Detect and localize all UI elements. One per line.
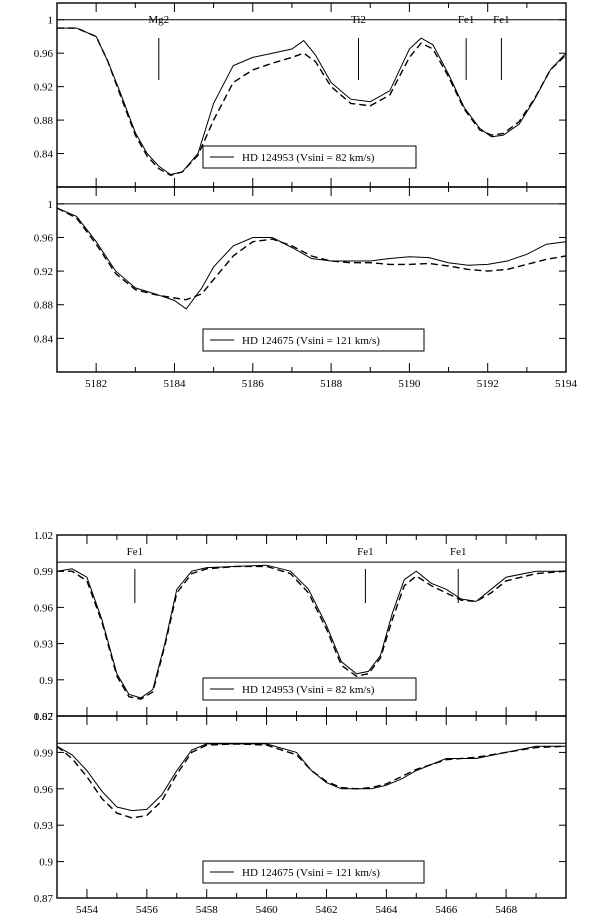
x-tick-label: 5454 — [76, 904, 99, 916]
y-tick-label: 0.87 — [34, 893, 54, 905]
line-id-label: Fe1 — [357, 546, 374, 558]
legend-box — [202, 677, 417, 701]
y-tick-label: 0.96 — [34, 48, 54, 60]
x-tick-label: 5468 — [495, 904, 518, 916]
panel-2: 0.84 0.88 0.92 0.96 1 5182 5184 5186 5188 5190 519… — [34, 186, 578, 390]
legend-label: HD 124675 (Vsini = 121 km/s) — [242, 335, 380, 347]
x-tick-label: 5190 — [398, 378, 421, 390]
legend-label: HD 124953 (Vsini = 82 km/s) — [242, 152, 375, 164]
panel-4: 0.87 0.9 0.93 0.96 0.99 1.02 5454 5456 5458 5460 5… — [34, 711, 567, 916]
y-tick-label: 0.99 — [34, 747, 54, 759]
legend-box — [202, 860, 425, 884]
x-tick-label: 5182 — [85, 378, 107, 390]
y-tick-label: 0.96 — [34, 784, 54, 796]
legend-box — [202, 145, 417, 169]
x-tick-label: 5456 — [136, 904, 159, 916]
x-tick-label: 5462 — [315, 904, 337, 916]
line-id-label: Fe1 — [493, 14, 510, 26]
x-tick-label: 5464 — [375, 904, 398, 916]
y-tick-label: 0.9 — [39, 675, 53, 687]
y-tick-label: 1.02 — [34, 711, 53, 723]
legend-label: HD 124953 (Vsini = 82 km/s) — [242, 684, 375, 696]
y-tick-label: 1.02 — [34, 530, 53, 542]
panel-1: 0.84 0.88 0.92 0.96 1 Mg2 Ti2 Fe1 Fe1 HD 124953 (… — [34, 2, 567, 188]
line-id-label: Fe1 — [127, 546, 144, 558]
observed-spectrum-line — [56, 564, 566, 699]
observed-spectrum-line — [56, 743, 566, 812]
y-tick-label: 1 — [48, 199, 54, 211]
panel-3: 0.87 0.9 0.93 0.96 0.99 1.02 Fe1 Fe1 Fe1 HD 12495… — [34, 530, 567, 723]
y-tick-label: 0.88 — [34, 115, 54, 127]
x-tick-label: 5460 — [256, 904, 279, 916]
y-tick-label: 0.87 — [34, 711, 54, 723]
x-tick-label: 5458 — [196, 904, 219, 916]
model-spectrum-line — [56, 743, 567, 819]
y-tick-label: 0.88 — [34, 300, 54, 312]
observed-spectrum-line — [56, 207, 567, 310]
x-tick-label: 5186 — [242, 378, 265, 390]
observed-spectrum-line — [57, 27, 567, 176]
x-tick-label: 5184 — [163, 378, 186, 390]
y-tick-label: 0.93 — [34, 820, 54, 832]
y-tick-label: 0.84 — [34, 333, 54, 345]
y-tick-label: 0.93 — [34, 639, 54, 651]
y-tick-label: 0.96 — [34, 602, 54, 614]
x-tick-label: 5192 — [477, 378, 499, 390]
y-tick-label: 0.84 — [34, 149, 54, 161]
line-id-label: Fe1 — [458, 14, 475, 26]
y-tick-label: 0.9 — [39, 857, 53, 869]
model-spectrum-line — [56, 207, 567, 301]
legend-label: HD 124675 (Vsini = 121 km/s) — [242, 867, 380, 879]
x-tick-label: 5466 — [435, 904, 458, 916]
line-id-label: Mg2 — [148, 14, 169, 26]
plot-frame — [56, 715, 567, 899]
y-tick-label: 0.92 — [34, 266, 53, 278]
plot-frame — [56, 186, 567, 373]
y-tick-label: 1 — [48, 15, 54, 27]
x-tick-label: 5194 — [555, 378, 578, 390]
line-id-label: Ti2 — [351, 14, 366, 26]
y-tick-label: 0.96 — [34, 232, 54, 244]
line-id-label: Fe1 — [450, 546, 467, 558]
y-tick-label: 0.92 — [34, 82, 53, 94]
y-tick-label: 0.99 — [34, 566, 54, 578]
legend-box — [202, 328, 425, 352]
model-spectrum-line — [57, 565, 567, 700]
x-tick-label: 5188 — [320, 378, 343, 390]
model-spectrum-line — [57, 27, 567, 177]
